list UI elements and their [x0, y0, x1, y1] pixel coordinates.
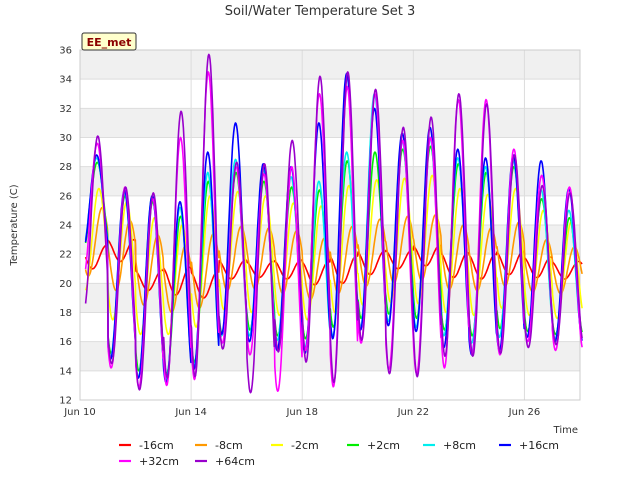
legend-label: -8cm [215, 439, 243, 452]
y-tick-label: 22 [59, 250, 72, 261]
x-tick-label: Jun 14 [174, 407, 207, 418]
series-line-plus64cm [84, 53, 583, 394]
legend-item: +16cm [499, 439, 559, 452]
series-line-minus16cm [84, 238, 583, 299]
legend-label: +2cm [367, 439, 400, 452]
legend-label: +16cm [519, 439, 559, 452]
legend-item: +32cm [119, 455, 179, 468]
plot-frame [79, 49, 581, 401]
x-axis-title: Time [553, 425, 578, 436]
y-tick-label: 18 [59, 308, 72, 319]
y-tick-label: 20 [59, 279, 72, 290]
y-tick-label: 16 [59, 337, 72, 348]
legend-item: +2cm [347, 439, 400, 452]
legend: -16cm -8cm -2cm +2cm +8cm +16cm +32cm +64cm [119, 439, 559, 468]
legend-item: -2cm [271, 439, 319, 452]
plot-band [80, 166, 580, 196]
site-badge-box [81, 32, 137, 51]
x-tick-label: Jun 26 [508, 407, 541, 418]
x-tick-label: Jun 10 [63, 407, 96, 418]
legend-label: +32cm [139, 455, 179, 468]
legend-label: +64cm [215, 455, 255, 468]
y-tick-label: 12 [59, 396, 72, 407]
legend-label: -16cm [139, 439, 174, 452]
series-line-minus2cm [84, 174, 583, 336]
y-tick-label: 30 [59, 133, 72, 144]
y-tick-label: 36 [59, 46, 72, 57]
legend-item: +64cm [195, 455, 255, 468]
x-axis-ticks: Jun 10 Jun 14 Jun 18 Jun 22 Jun 26 [63, 407, 540, 418]
y-tick-label: 32 [59, 104, 72, 115]
x-tick-label: Jun 22 [397, 407, 430, 418]
site-label: EE_met [87, 36, 132, 49]
x-tick-label: Jun 18 [285, 407, 318, 418]
legend-item: -16cm [119, 439, 174, 452]
legend-item: -8cm [195, 439, 243, 452]
plot-band [80, 108, 580, 138]
y-tick-label: 26 [59, 191, 72, 202]
y-tick-label: 34 [59, 75, 72, 86]
y-tick-label: 24 [59, 221, 72, 232]
legend-item: +8cm [423, 439, 476, 452]
plot-band [80, 50, 580, 80]
y-tick-label: 28 [59, 162, 72, 173]
series-line-minus8cm [84, 206, 583, 314]
y-axis-title: Temperature (C) [9, 184, 20, 266]
y-axis-ticks: 12 14 16 18 20 22 24 26 28 30 32 34 36 [59, 46, 72, 407]
site-badge: EE_met [81, 32, 137, 51]
legend-label: +8cm [443, 439, 476, 452]
series-lines [84, 53, 583, 394]
chart-title: Soil/Water Temperature Set 3 [225, 4, 416, 19]
legend-label: -2cm [291, 439, 319, 452]
y-tick-label: 14 [59, 366, 72, 377]
